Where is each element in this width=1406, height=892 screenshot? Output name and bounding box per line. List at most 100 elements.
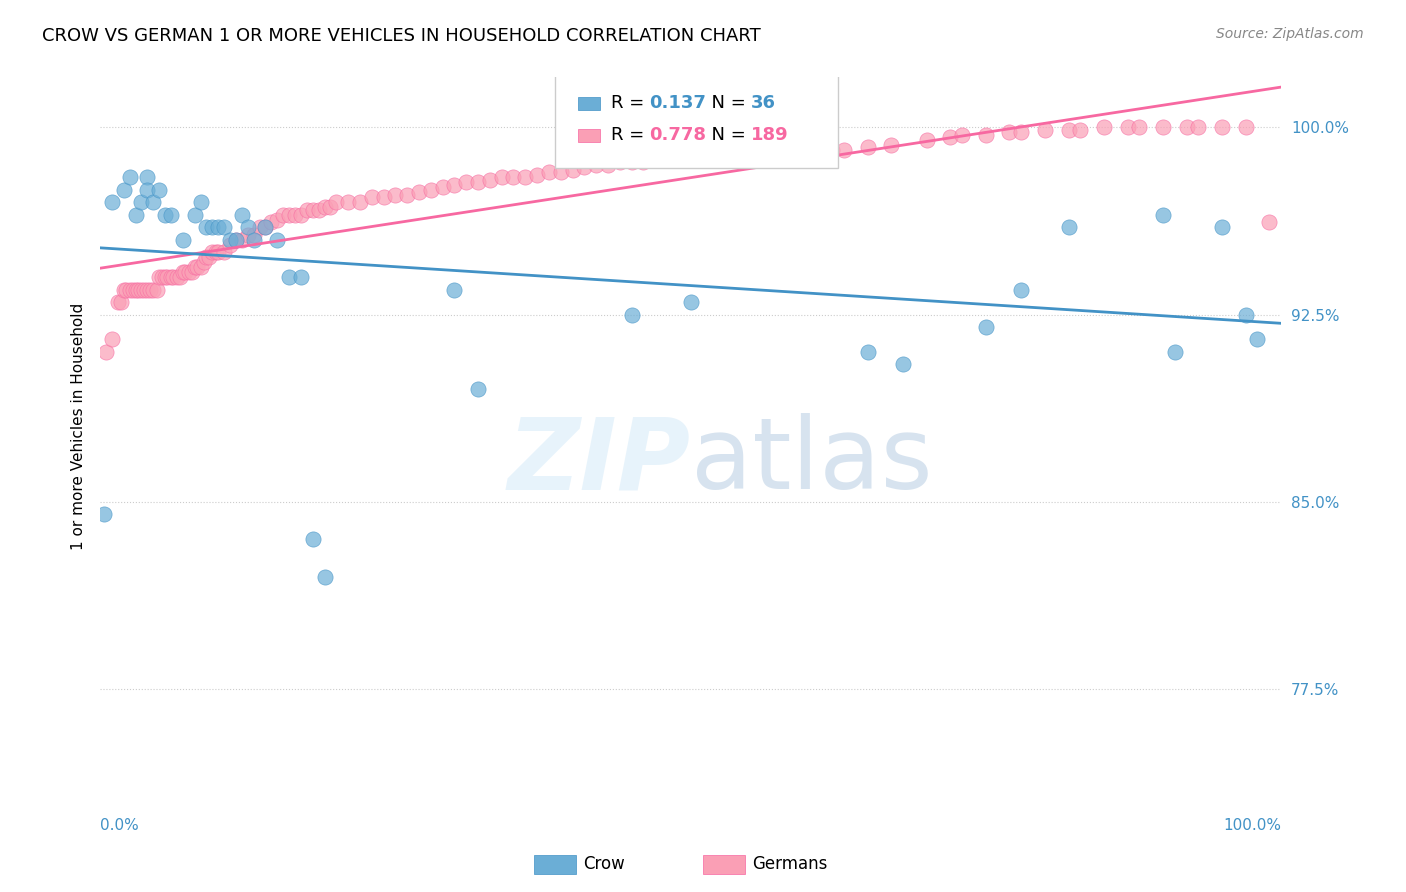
Point — [93, 507, 115, 521]
Point — [284, 208, 307, 222]
Point — [738, 148, 761, 162]
Text: N =: N = — [700, 127, 752, 145]
Point — [219, 237, 242, 252]
Point — [115, 283, 138, 297]
Text: Source: ZipAtlas.com: Source: ZipAtlas.com — [1216, 27, 1364, 41]
Point — [172, 265, 194, 279]
Text: atlas: atlas — [690, 413, 932, 510]
FancyBboxPatch shape — [555, 74, 838, 169]
Point — [314, 569, 336, 583]
Text: 100.0%: 100.0% — [1223, 818, 1281, 833]
Point — [349, 195, 371, 210]
Point — [290, 270, 312, 285]
Point — [156, 270, 179, 285]
Point — [1033, 123, 1056, 137]
Point — [679, 295, 702, 310]
Point — [107, 295, 129, 310]
Point — [150, 270, 173, 285]
Point — [212, 220, 235, 235]
Point — [703, 150, 725, 164]
Point — [186, 260, 208, 274]
Point — [432, 180, 454, 194]
Point — [762, 145, 785, 160]
Point — [162, 270, 184, 285]
Point — [1057, 123, 1080, 137]
Point — [1211, 220, 1233, 235]
Point — [242, 227, 264, 242]
Point — [172, 233, 194, 247]
Point — [231, 233, 253, 247]
Point — [122, 283, 145, 297]
Point — [138, 283, 160, 297]
Point — [148, 183, 170, 197]
Point — [195, 220, 218, 235]
Point — [561, 162, 583, 177]
FancyBboxPatch shape — [578, 129, 600, 142]
Point — [478, 173, 501, 187]
Point — [201, 245, 224, 260]
Text: R =: R = — [612, 127, 651, 145]
Point — [1128, 120, 1150, 135]
Point — [880, 137, 903, 152]
Point — [153, 208, 176, 222]
Point — [266, 233, 288, 247]
Point — [1234, 120, 1257, 135]
Point — [225, 233, 247, 247]
Point — [821, 143, 844, 157]
Point — [236, 227, 259, 242]
Text: 36: 36 — [751, 95, 776, 112]
Point — [193, 255, 215, 269]
Point — [502, 170, 524, 185]
Point — [136, 183, 159, 197]
Point — [249, 220, 271, 235]
Point — [998, 125, 1021, 139]
Point — [301, 532, 323, 546]
Text: Germans: Germans — [752, 855, 828, 873]
Point — [260, 215, 283, 229]
Point — [1211, 120, 1233, 135]
Point — [112, 183, 135, 197]
Point — [136, 283, 159, 297]
Point — [679, 150, 702, 164]
Point — [131, 283, 153, 297]
Point — [278, 208, 301, 222]
Point — [110, 295, 132, 310]
Point — [337, 195, 360, 210]
Text: CROW VS GERMAN 1 OR MORE VEHICLES IN HOUSEHOLD CORRELATION CHART: CROW VS GERMAN 1 OR MORE VEHICLES IN HOU… — [42, 27, 761, 45]
Point — [832, 143, 855, 157]
Point — [360, 190, 382, 204]
Point — [132, 283, 155, 297]
Point — [131, 195, 153, 210]
Point — [891, 358, 914, 372]
Point — [142, 283, 165, 297]
Point — [1175, 120, 1198, 135]
Point — [1258, 215, 1281, 229]
Point — [655, 153, 678, 167]
Point — [160, 270, 183, 285]
Point — [950, 128, 973, 142]
Point — [408, 186, 430, 200]
Point — [467, 383, 489, 397]
Point — [219, 233, 242, 247]
Text: ZIP: ZIP — [508, 413, 690, 510]
Point — [550, 165, 572, 179]
Point — [443, 178, 465, 192]
Point — [1234, 308, 1257, 322]
Point — [225, 233, 247, 247]
Point — [1069, 123, 1091, 137]
Point — [183, 208, 205, 222]
Point — [585, 158, 607, 172]
Text: 189: 189 — [751, 127, 789, 145]
Point — [467, 175, 489, 189]
Point — [148, 270, 170, 285]
Point — [1092, 120, 1115, 135]
Point — [195, 250, 218, 264]
Point — [314, 200, 336, 214]
Point — [153, 270, 176, 285]
Point — [201, 220, 224, 235]
Point — [295, 202, 318, 217]
Point — [1164, 345, 1187, 359]
Point — [644, 153, 666, 167]
Point — [207, 220, 229, 235]
Point — [491, 170, 513, 185]
